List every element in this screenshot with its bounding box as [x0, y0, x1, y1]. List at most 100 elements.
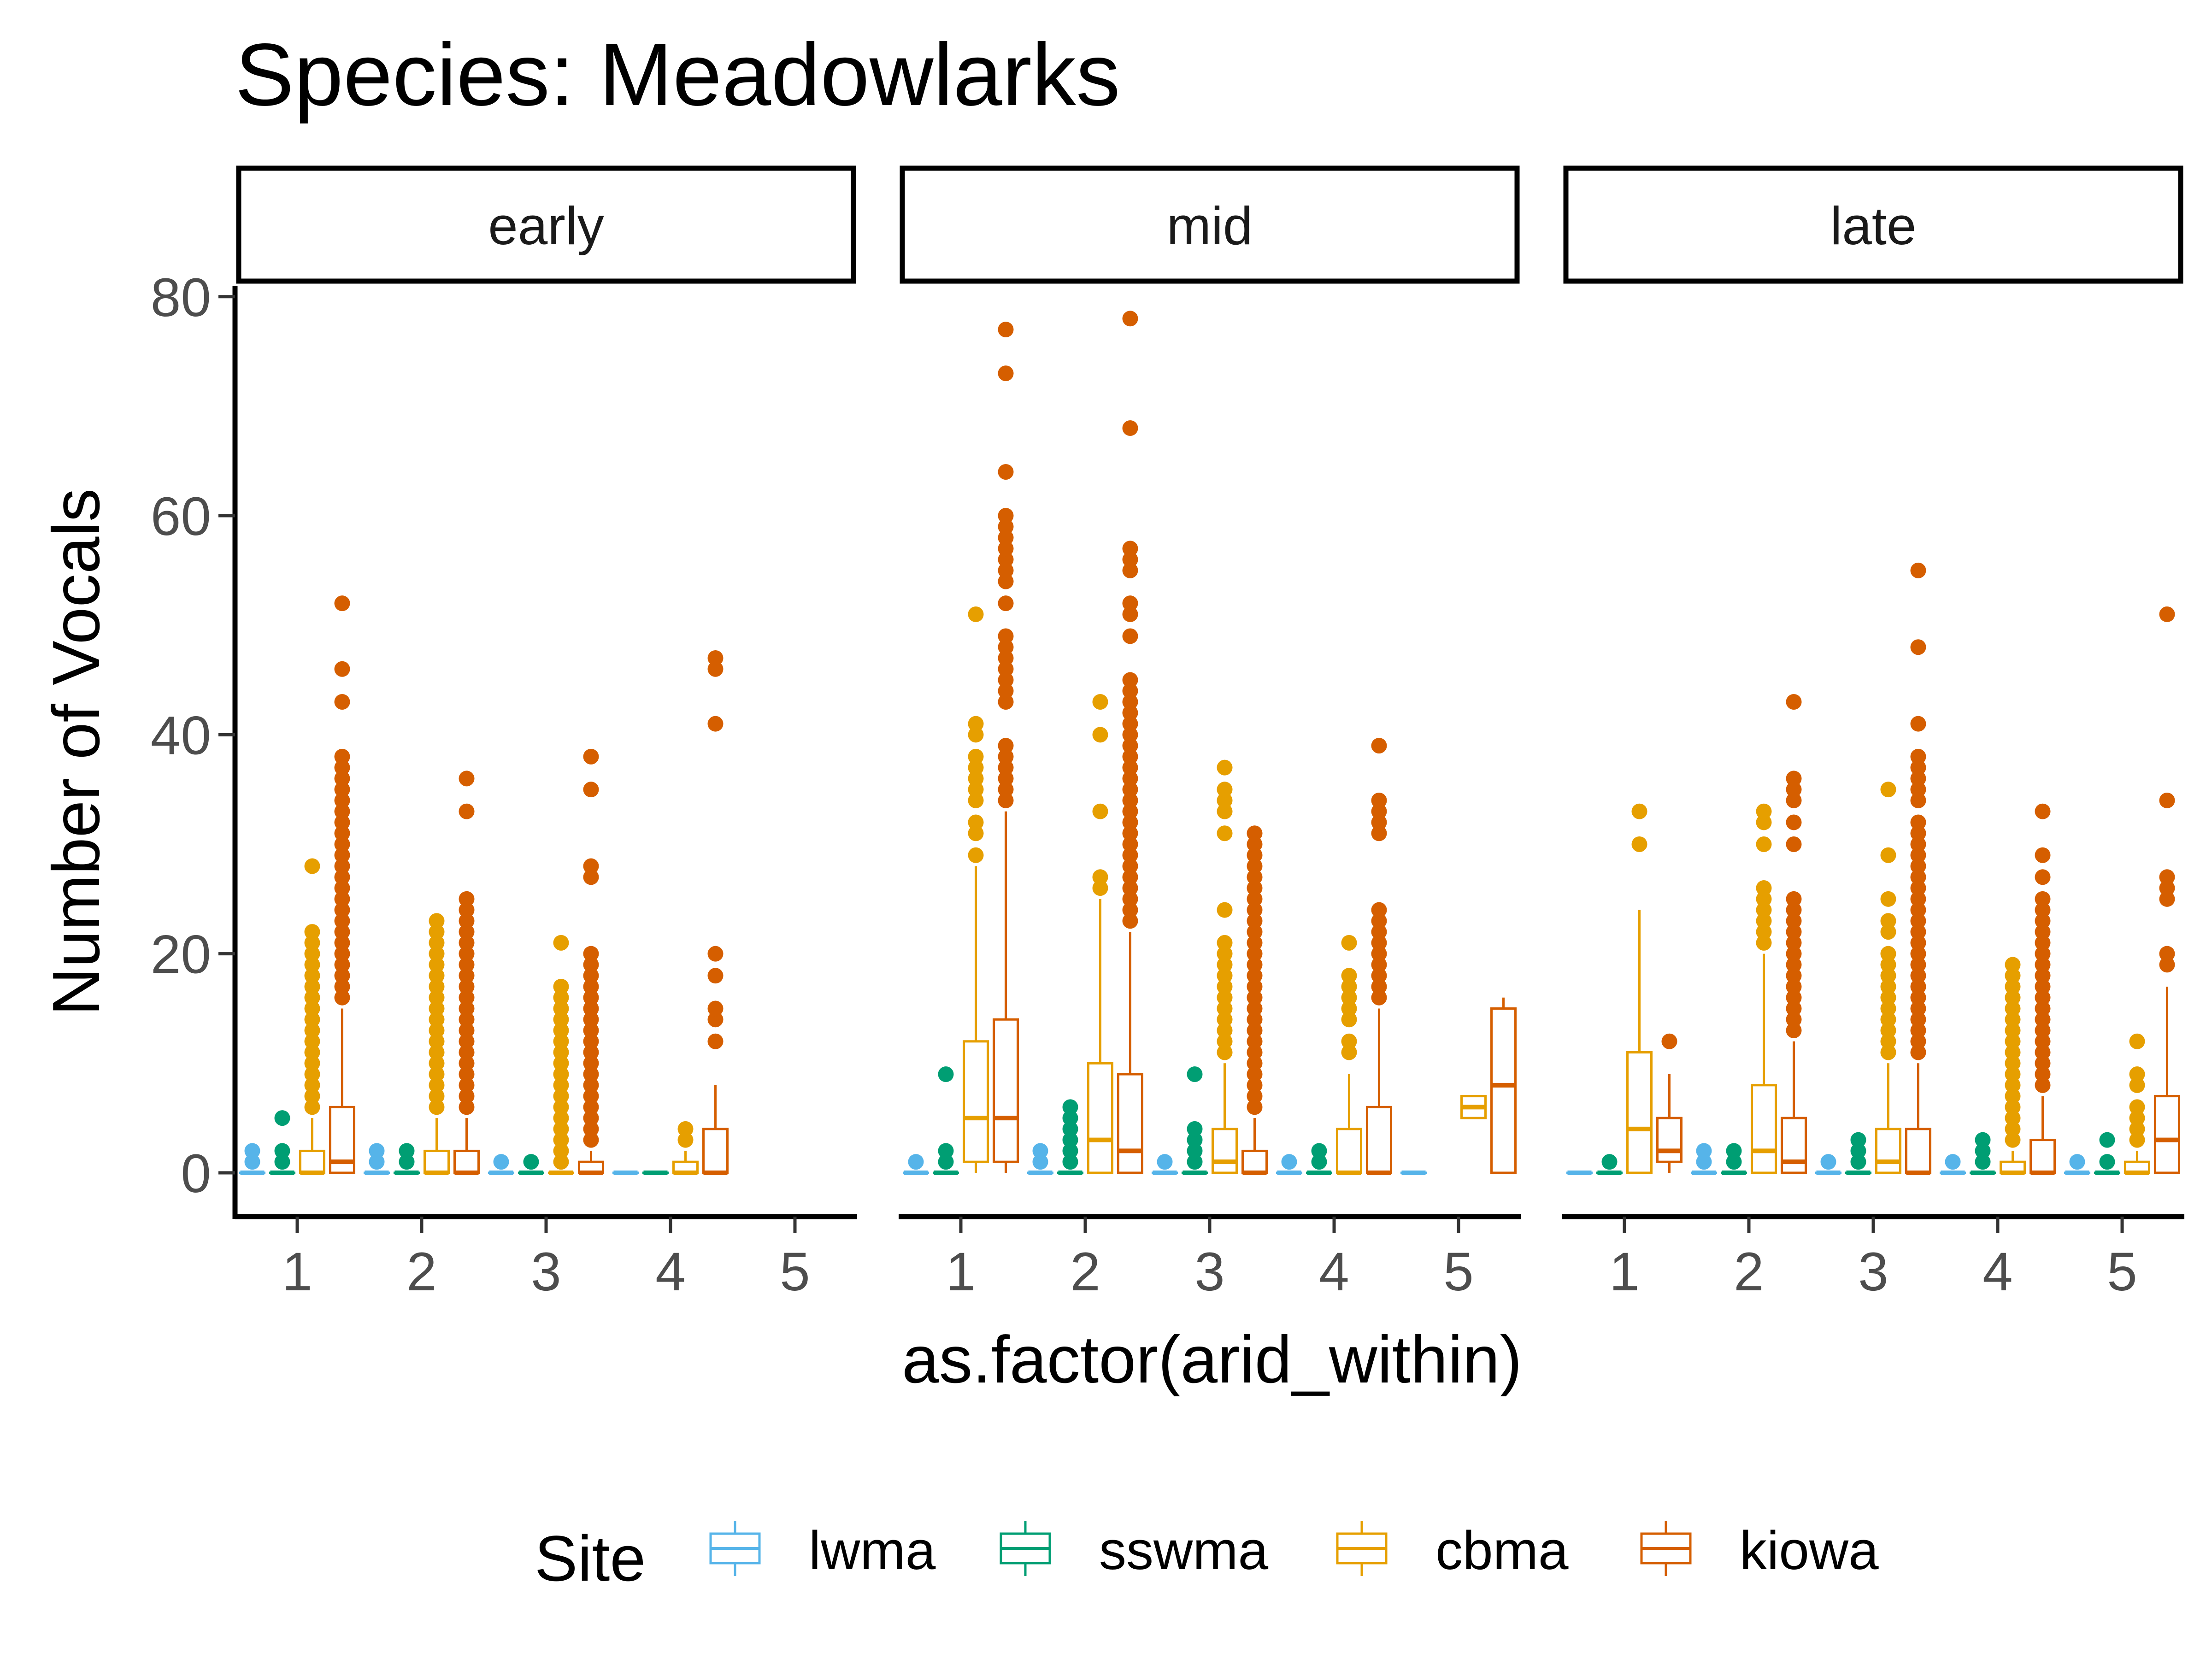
outlier-point: [583, 957, 599, 973]
legend: Site lwma sswma cbma kiowa: [535, 1520, 1879, 1594]
outlier-point: [304, 1066, 320, 1082]
box-cbma-1: [299, 858, 325, 1175]
outlier-point: [1910, 836, 1926, 852]
y-tick-label: 0: [181, 1143, 211, 1204]
facet-strip-label: mid: [1167, 196, 1253, 256]
outlier-point: [2005, 978, 2021, 994]
outlier-point: [304, 1077, 320, 1093]
outlier-point: [429, 1055, 445, 1071]
outlier-point: [1756, 913, 1772, 929]
box-cbma-4: [2000, 957, 2026, 1175]
outlier-point: [429, 1033, 445, 1049]
outlier-point: [998, 573, 1014, 589]
outlier-point: [429, 1044, 445, 1060]
outlier-point: [938, 1154, 954, 1170]
outlier-point: [1786, 946, 1802, 962]
outlier-point: [998, 672, 1014, 688]
outlier-point: [1062, 1099, 1078, 1115]
outlier-point: [2005, 1012, 2021, 1028]
outlier-point: [2035, 1055, 2051, 1071]
outlier-point: [1786, 1000, 1802, 1017]
outlier-point: [1371, 738, 1387, 754]
outlier-point: [1786, 968, 1802, 984]
outlier-point: [1062, 1143, 1078, 1159]
outlier-point: [1217, 792, 1233, 808]
y-tick-label: 20: [151, 924, 211, 985]
outlier-point: [2035, 891, 2051, 907]
outlier-point: [1786, 913, 1802, 929]
outlier-point: [1975, 1143, 1991, 1159]
outlier-point: [583, 968, 599, 984]
outlier-point: [1880, 1023, 1896, 1038]
outlier-point: [2035, 1044, 2051, 1060]
outlier-point: [1880, 946, 1896, 962]
outlier-point: [1217, 759, 1233, 776]
box-iqr: [1490, 1007, 1517, 1174]
outlier-point: [1122, 803, 1138, 819]
outlier-point: [583, 869, 599, 885]
outlier-point: [553, 935, 569, 951]
outlier-point: [968, 825, 984, 841]
box-cbma-4: [1336, 935, 1362, 1175]
outlier-point: [2005, 968, 2021, 984]
outlier-point: [1092, 803, 1108, 819]
box-sswma-1: [1596, 1154, 1623, 1175]
outlier-point: [429, 1023, 445, 1038]
box-lwma-5: [2064, 1154, 2090, 1175]
outlier-point: [334, 924, 350, 940]
box-lwma-2: [1027, 1143, 1053, 1175]
outlier-point: [1910, 1044, 1926, 1060]
box-iqr: [2030, 1139, 2056, 1174]
outlier-point: [1062, 1121, 1078, 1137]
outlier-point: [1122, 902, 1138, 918]
x-tick-label: 1: [282, 1241, 312, 1302]
outlier-point: [2129, 1132, 2145, 1148]
box-lwma-2: [1691, 1143, 1717, 1175]
outlier-point: [998, 529, 1014, 546]
outlier-point: [1217, 978, 1233, 994]
outlier-point: [1880, 978, 1896, 994]
outlier-point: [553, 1077, 569, 1093]
outlier-point: [1975, 1154, 1991, 1170]
outlier-point: [1756, 814, 1772, 830]
legend-key: [1336, 1521, 1388, 1576]
legend-label: lwma: [809, 1520, 936, 1581]
box-iqr: [424, 1149, 450, 1174]
outlier-point: [1122, 880, 1138, 896]
outlier-point: [2129, 1110, 2145, 1126]
outlier-point: [429, 1012, 445, 1028]
outlier-point: [1880, 1033, 1896, 1049]
outlier-point: [553, 1154, 569, 1170]
outlier-point: [304, 1000, 320, 1017]
box-kiowa-1: [993, 322, 1019, 1173]
outlier-point: [459, 771, 475, 787]
outlier-point: [2035, 1000, 2051, 1017]
outlier-point: [1247, 836, 1263, 852]
outlier-point: [707, 1000, 724, 1017]
x-tick-label: 3: [531, 1241, 561, 1302]
outlier-point: [553, 1000, 569, 1017]
outlier-point: [998, 508, 1014, 524]
outlier-point: [1122, 606, 1138, 622]
outlier-point: [1371, 957, 1387, 973]
outlier-point: [1786, 891, 1802, 907]
outlier-point: [459, 891, 475, 907]
outlier-point: [2005, 989, 2021, 1006]
outlier-point: [583, 1023, 599, 1038]
outlier-point: [1880, 989, 1896, 1006]
outlier-point: [1122, 738, 1138, 754]
outlier-point: [1756, 880, 1772, 896]
outlier-point: [2005, 1132, 2021, 1148]
x-tick-label: 2: [406, 1241, 437, 1302]
box-sswma-2: [1721, 1143, 1747, 1175]
box-kiowa-4: [702, 650, 729, 1175]
outlier-point: [459, 946, 475, 962]
outlier-point: [583, 946, 599, 962]
outlier-point: [429, 1000, 445, 1017]
outlier-point: [968, 606, 984, 622]
outlier-point: [334, 957, 350, 973]
outlier-point: [2035, 869, 2051, 885]
outlier-point: [1786, 935, 1802, 951]
outlier-point: [1217, 803, 1233, 819]
outlier-point: [304, 935, 320, 951]
